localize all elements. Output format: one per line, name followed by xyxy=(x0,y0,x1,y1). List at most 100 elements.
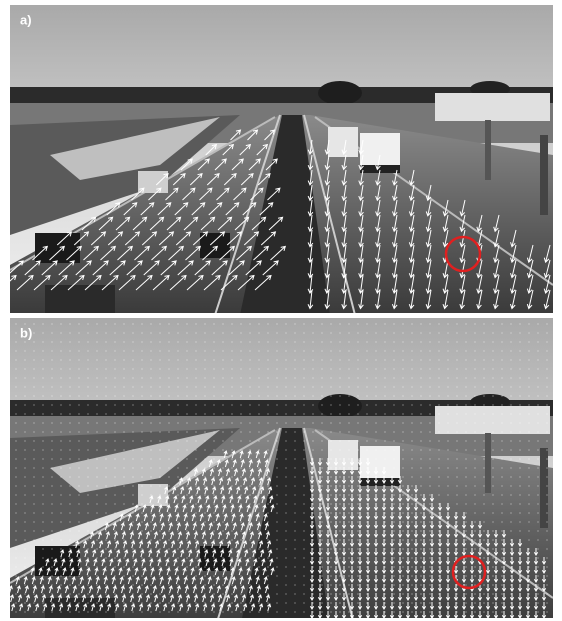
flow-dot xyxy=(60,350,61,351)
flow-dot xyxy=(42,503,43,504)
flow-dot xyxy=(69,593,70,594)
flow-dot xyxy=(60,431,61,432)
flow-dot xyxy=(105,431,106,432)
flow-dot xyxy=(42,386,43,387)
flow-dot xyxy=(348,485,349,486)
flow-dot xyxy=(357,413,358,414)
flow-dot xyxy=(168,440,169,441)
flow-dot xyxy=(285,431,286,432)
flow-dot xyxy=(528,377,529,378)
flow-dot xyxy=(159,413,160,414)
flow-dot xyxy=(240,557,241,558)
flow-dot xyxy=(348,566,349,567)
flow-dot xyxy=(168,476,169,477)
flow-dot xyxy=(231,449,232,450)
flow-dot xyxy=(330,521,331,522)
flow-dot xyxy=(285,359,286,360)
flow-dot xyxy=(213,593,214,594)
flow-dot xyxy=(42,494,43,495)
flow-dot xyxy=(42,323,43,324)
flow-dot xyxy=(321,413,322,414)
flow-dot xyxy=(159,368,160,369)
flow-dot xyxy=(501,422,502,423)
flow-dot xyxy=(456,359,457,360)
flow-dot xyxy=(546,458,547,459)
flow-dot xyxy=(375,449,376,450)
flow-dot xyxy=(24,368,25,369)
flow-dot xyxy=(501,404,502,405)
flow-dot xyxy=(33,341,34,342)
flow-dot xyxy=(204,548,205,549)
flow-dot xyxy=(177,431,178,432)
flow-dot xyxy=(123,539,124,540)
flow-dot xyxy=(420,368,421,369)
flow-dot xyxy=(465,404,466,405)
flow-dot xyxy=(150,377,151,378)
flow-dot xyxy=(330,494,331,495)
flow-dot xyxy=(168,512,169,513)
flow-dot xyxy=(465,359,466,360)
flow-dot xyxy=(465,494,466,495)
flow-dot xyxy=(105,332,106,333)
flow-dot xyxy=(186,350,187,351)
flow-dot xyxy=(303,530,304,531)
flow-dot xyxy=(60,422,61,423)
flow-dot xyxy=(132,431,133,432)
flow-dot xyxy=(366,368,367,369)
flow-dot xyxy=(15,422,16,423)
flow-dot xyxy=(105,476,106,477)
flow-dot xyxy=(501,611,502,612)
flow-dot xyxy=(231,431,232,432)
flow-dot xyxy=(312,359,313,360)
flow-dot xyxy=(267,440,268,441)
flow-dot xyxy=(186,440,187,441)
flow-dot xyxy=(492,575,493,576)
flow-dot xyxy=(528,611,529,612)
flow-dot xyxy=(285,386,286,387)
flow-dot xyxy=(339,350,340,351)
flow-dot xyxy=(87,431,88,432)
flow-dot xyxy=(87,440,88,441)
flow-dot xyxy=(204,458,205,459)
flow-dot xyxy=(420,395,421,396)
flow-dot xyxy=(528,458,529,459)
flow-dot xyxy=(240,350,241,351)
flow-dot xyxy=(510,431,511,432)
flow-dot xyxy=(339,584,340,585)
flow-dot xyxy=(537,557,538,558)
flow-dot xyxy=(411,494,412,495)
flow-dot xyxy=(294,467,295,468)
flow-dot xyxy=(483,395,484,396)
flow-dot xyxy=(546,341,547,342)
flow-dot xyxy=(465,521,466,522)
flow-dot xyxy=(267,467,268,468)
flow-dot xyxy=(276,566,277,567)
flow-dot xyxy=(123,368,124,369)
flow-dot xyxy=(213,386,214,387)
flow-dot xyxy=(15,593,16,594)
flow-dot xyxy=(465,395,466,396)
flow-dot xyxy=(411,566,412,567)
flow-dot xyxy=(249,431,250,432)
flow-dot xyxy=(177,584,178,585)
flow-dot xyxy=(348,431,349,432)
flow-dot xyxy=(339,539,340,540)
flow-dot xyxy=(276,467,277,468)
flow-dot xyxy=(285,548,286,549)
flow-dot xyxy=(510,503,511,504)
flow-dot xyxy=(510,377,511,378)
flow-dot xyxy=(33,611,34,612)
flow-dot xyxy=(24,530,25,531)
flow-dot xyxy=(537,611,538,612)
flow-dot xyxy=(294,359,295,360)
flow-dot xyxy=(366,404,367,405)
flow-dot xyxy=(330,548,331,549)
flow-dot xyxy=(474,521,475,522)
flow-dot xyxy=(510,467,511,468)
flow-dot xyxy=(15,404,16,405)
flow-dot xyxy=(258,350,259,351)
flow-dot xyxy=(177,341,178,342)
flow-dot xyxy=(294,494,295,495)
flow-dot xyxy=(420,431,421,432)
flow-dot xyxy=(141,350,142,351)
